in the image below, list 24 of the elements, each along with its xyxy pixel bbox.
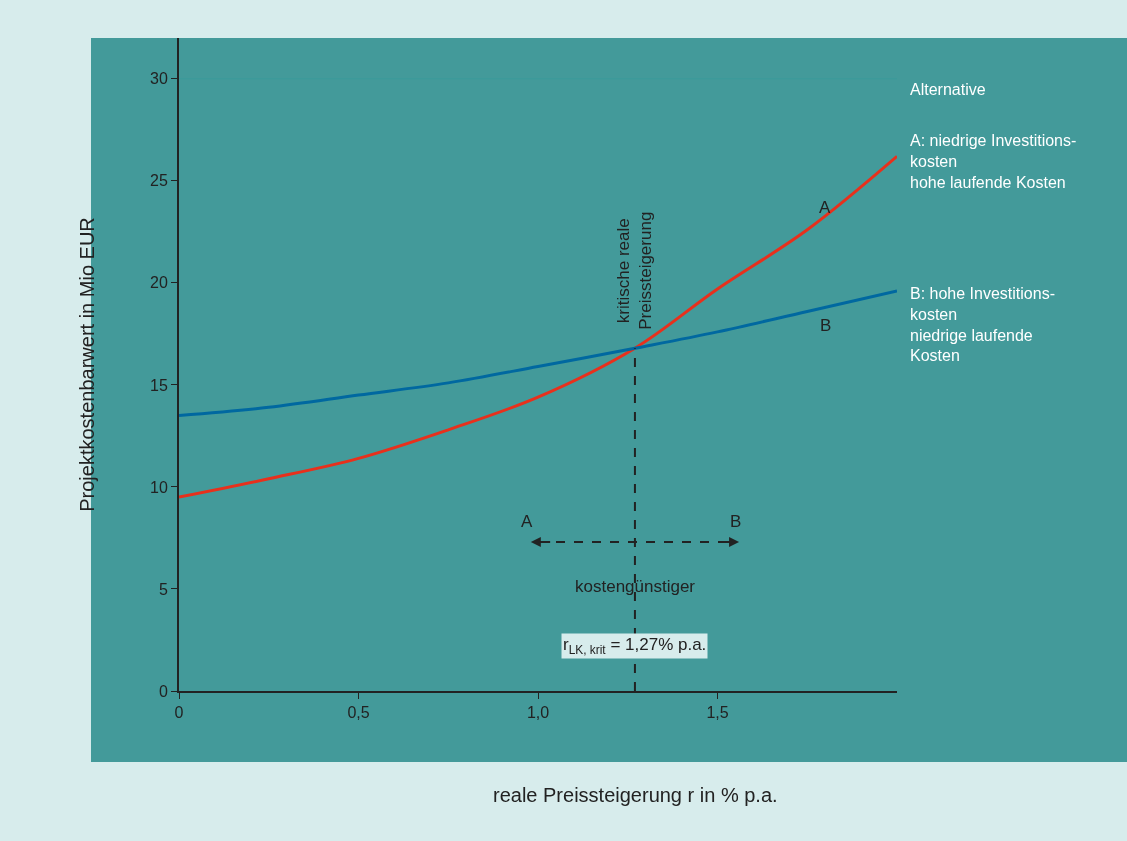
text: A	[521, 512, 533, 531]
line-series	[179, 154, 897, 499]
annotation: kostengünstiger	[575, 577, 696, 596]
x-axis-title: reale Preissteigerung r in % p.a.	[493, 784, 778, 806]
x-tick-label: 1,0	[526, 704, 550, 722]
series-label: A	[819, 198, 831, 217]
y-axis-title: Projektkostenbarwert in Mio EUR	[76, 217, 98, 512]
y-tick-label: 5	[158, 580, 168, 598]
x-tick-label: 0	[174, 704, 184, 722]
annotation: r$_{LK, krit}$ = 1,27% p.a.	[563, 635, 707, 657]
text: B	[730, 512, 742, 531]
series-label: B	[820, 316, 832, 335]
y-tick-label: 15	[150, 376, 168, 394]
y-tick-label: 10	[150, 478, 168, 496]
y-tick-label: 25	[150, 172, 168, 190]
text: B: hohe Investitions- kosten niedrige laufende Kosten	[910, 285, 1055, 365]
text: Alternative	[910, 81, 986, 98]
ref-line-label: kritische reale Preissteigerung	[614, 211, 656, 330]
y-tick-label: 20	[150, 274, 168, 292]
x-tick-label: 0,5	[347, 704, 370, 722]
text: A: niedrige Investitions- kosten hohe laufende Kosten	[910, 132, 1077, 191]
y-tick-label: 30	[150, 70, 168, 88]
x-tick-label: 1,5	[706, 704, 729, 722]
y-tick-label: 0	[158, 682, 168, 700]
